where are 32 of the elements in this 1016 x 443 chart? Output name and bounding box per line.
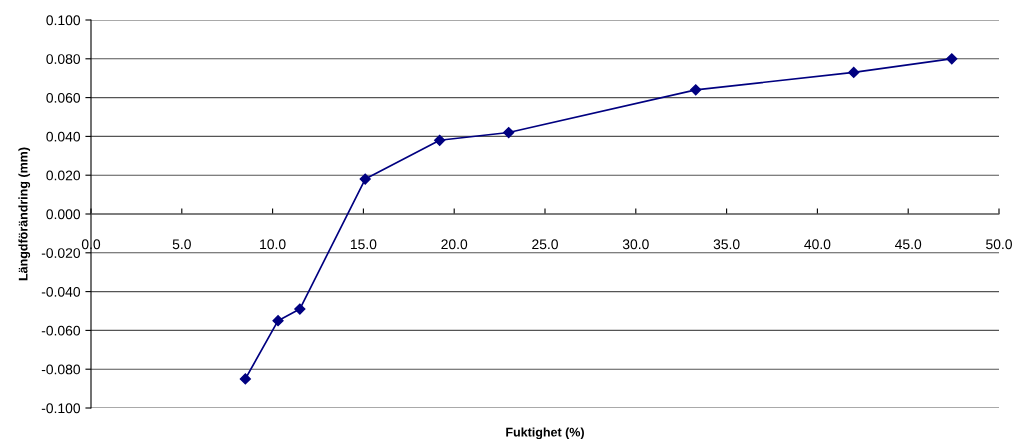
point	[434, 134, 446, 146]
y-tick-label: -0.100	[41, 403, 81, 414]
point	[946, 53, 958, 65]
point	[239, 373, 251, 385]
x-axis-title: Fuktighet (%)	[506, 427, 584, 440]
x-tick-label: 35.0	[713, 239, 740, 250]
y-tick-label: 0.060	[46, 92, 81, 103]
y-tick-label: 0.040	[46, 131, 81, 142]
y-tick-label: 0.080	[46, 54, 81, 64]
x-tick-label: 20.0	[441, 239, 468, 250]
point	[359, 173, 371, 185]
x-tick-label: 10.0	[260, 239, 286, 250]
x-tick-label: 30.0	[622, 239, 649, 250]
point	[690, 84, 702, 96]
x-tick-label: 45.0	[895, 239, 922, 250]
point	[503, 126, 515, 139]
point	[848, 66, 860, 78]
y-tick-label: 0.100	[46, 15, 81, 26]
point	[294, 303, 306, 315]
y-tick-label: 0.000	[46, 209, 81, 220]
y-tick-label: -0.020	[41, 248, 81, 258]
x-tick-label: 25.0	[532, 239, 558, 250]
x-tick-label: 50.0	[986, 239, 1012, 250]
x-tick-label: 15.0	[350, 239, 377, 250]
y-tick-label: -0.040	[41, 286, 81, 297]
y-axis-title: Längdförändring (mm)	[18, 147, 31, 281]
x-tick-label: 40.0	[804, 239, 831, 250]
point	[272, 315, 284, 327]
x-tick-label: 5.0	[172, 239, 191, 250]
y-tick-label: 0.020	[46, 170, 81, 181]
y-tick-label: -0.060	[41, 325, 81, 336]
y-tick-label: -0.080	[41, 364, 81, 375]
